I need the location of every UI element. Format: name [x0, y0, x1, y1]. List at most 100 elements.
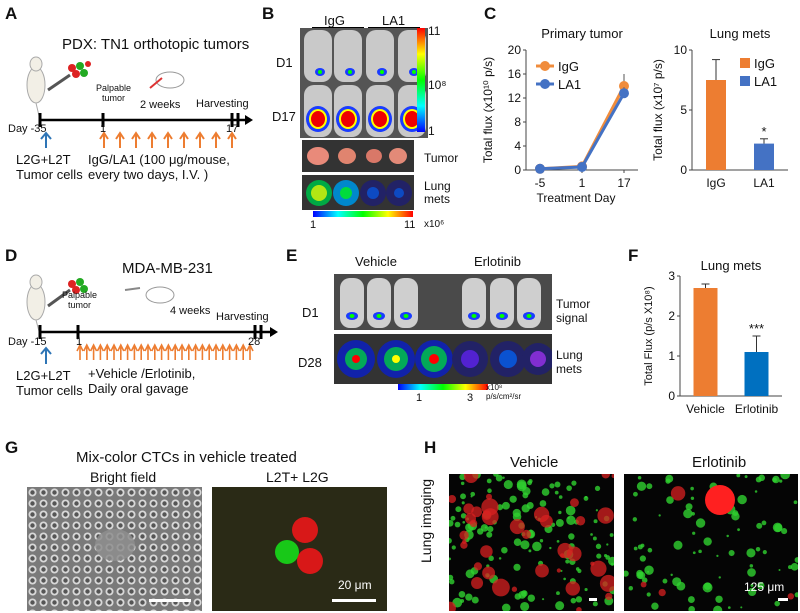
green-spot: [754, 490, 758, 493]
red-spot: [601, 474, 610, 479]
green-spot: [503, 480, 513, 490]
green-spot: [470, 491, 476, 497]
red-spot: [473, 562, 483, 571]
green-spot: [774, 600, 780, 607]
scale-left-e: 1: [416, 392, 423, 404]
vehicle-col-label: Vehicle: [355, 254, 397, 269]
panel-label-a: A: [5, 4, 18, 23]
day-label-d: Day -15: [8, 336, 47, 348]
treatment-arrow: [147, 131, 157, 148]
lung-images-b: [302, 175, 414, 210]
red-spot: [485, 493, 493, 500]
green-spot: [646, 592, 651, 597]
bli-signal-core: [318, 70, 322, 74]
cells-arrow: [40, 131, 52, 148]
daily-arrow: [246, 343, 254, 360]
green-spot: [541, 488, 550, 496]
green-spot: [520, 601, 530, 611]
green-spot: [461, 501, 465, 505]
mouse-icon: [26, 56, 46, 121]
red-spot: [670, 486, 686, 501]
y-axis-label: Total flux (x10¹⁰ p/s): [481, 57, 495, 163]
green-spot: [555, 601, 565, 611]
green-spot: [592, 601, 598, 607]
green-spot: [493, 474, 499, 477]
panel-label-h: H: [424, 438, 437, 457]
daily-arrows: [76, 343, 254, 360]
green-spot: [736, 474, 741, 478]
daily-arrow: [198, 343, 207, 360]
green-spot: [756, 522, 763, 529]
mouse-image: [340, 278, 364, 328]
red-spot: [611, 474, 614, 479]
green-spot: [737, 528, 740, 532]
green-spot: [703, 537, 712, 546]
row-d28-label-e: D28: [298, 355, 322, 370]
x-axis-label: Treatment Day: [537, 191, 616, 205]
red-spot: [597, 507, 614, 524]
daily-arrow: [144, 343, 152, 360]
data-point-la1: [577, 162, 587, 172]
panel-label-c: C: [484, 4, 497, 23]
syringe-icon: [47, 278, 88, 308]
y-tick-label: 12: [508, 91, 522, 105]
treatment-arrow: [99, 131, 109, 148]
green-spot: [793, 500, 798, 505]
x-tick-label: Erlotinib: [735, 402, 779, 416]
green-spot: [513, 563, 521, 571]
green-spot: [484, 526, 487, 529]
igg-col-label: IgG: [324, 13, 345, 28]
green-spot: [575, 567, 580, 571]
data-point-igg: [619, 81, 629, 91]
green-spot: [449, 578, 455, 585]
green-spot: [521, 504, 530, 513]
green-spot: [688, 606, 695, 611]
green-spot: [501, 546, 508, 554]
cells-label: L2G+L2T Tumor cells: [16, 152, 83, 182]
erlotinib-label-h: Erlotinib: [692, 454, 747, 471]
red-spot: [463, 474, 479, 483]
red-spot: [590, 560, 607, 577]
hscale-right: 11: [404, 219, 416, 231]
green-spot: [692, 551, 696, 555]
green-spot: [458, 591, 466, 598]
green-spot: [728, 549, 735, 557]
legend-label: IgG: [754, 56, 775, 71]
mouse-image: [334, 30, 362, 82]
green-spot: [779, 479, 783, 483]
red-spot: [575, 516, 586, 526]
bar-la1: [754, 143, 774, 170]
scale-unit-e: x10⁸ p/s/cm²/sr: [486, 383, 522, 401]
harvesting-label-d: Harvesting: [216, 311, 269, 323]
significance-marker: ***: [749, 321, 764, 336]
panel-a-timeline: [26, 56, 253, 148]
green-spot: [780, 474, 791, 480]
green-spot: [624, 570, 629, 577]
bar-erlotinib: [744, 352, 769, 396]
green-spot: [641, 577, 648, 583]
bli-images-e: [334, 274, 552, 384]
green-spot: [462, 520, 466, 524]
scale-top: 11: [428, 24, 441, 38]
red-spot: [556, 568, 561, 573]
green-spot: [590, 533, 593, 536]
hscale-b: [313, 211, 413, 217]
mouse-image: [490, 278, 514, 328]
green-spot: [460, 513, 467, 519]
bli-signal-core: [499, 314, 505, 318]
green-spot: [571, 480, 577, 486]
green-spot: [737, 494, 747, 505]
legend-swatch: [740, 76, 750, 86]
red-spot: [565, 581, 581, 596]
treatment-arrows: [99, 131, 237, 148]
red-spot: [599, 574, 614, 592]
daily-arrow: [164, 343, 173, 360]
daily-arrow: [212, 343, 220, 360]
green-spot: [558, 510, 562, 515]
treatment-label-d: +Vehicle /Erlotinib, Daily oral gavage: [88, 366, 196, 396]
bli-signal-core: [311, 111, 325, 127]
bright-field-label: Bright field: [90, 469, 157, 485]
green-spot: [647, 570, 650, 573]
series-line-la1: [539, 92, 626, 171]
panel-label-g: G: [5, 438, 19, 457]
